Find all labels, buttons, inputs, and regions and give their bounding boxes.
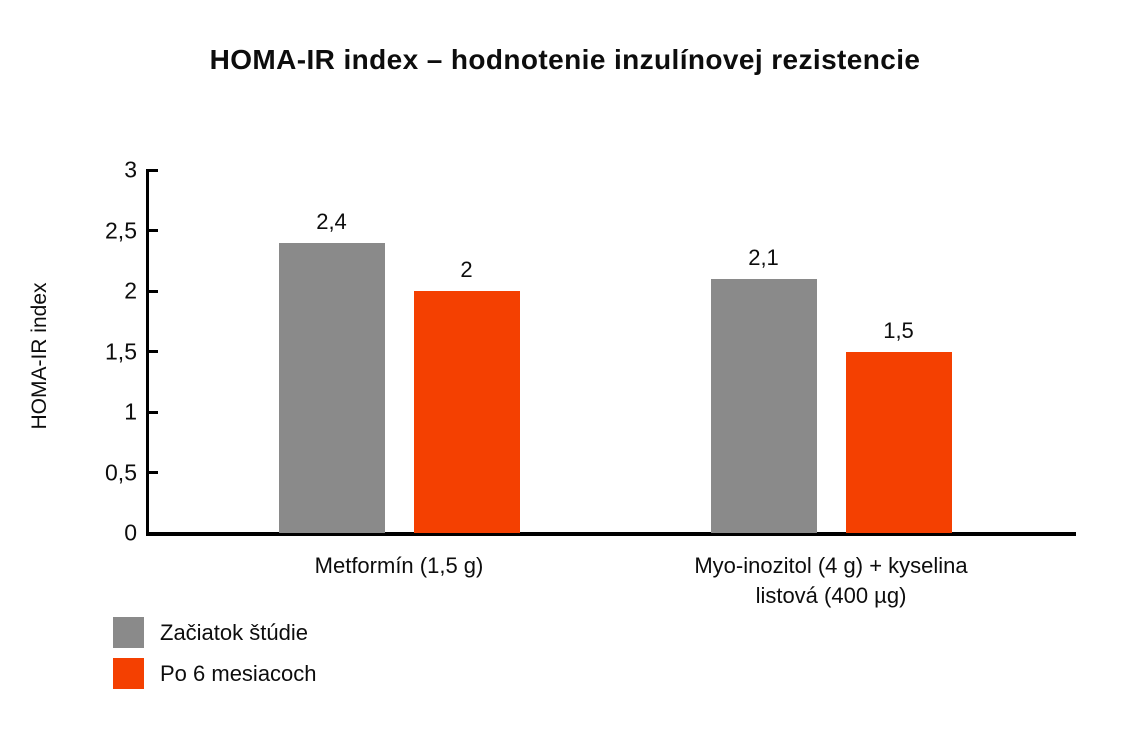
legend-label: Začiatok štúdie bbox=[160, 619, 308, 645]
y-axis-tick-label: 1,5 bbox=[105, 338, 137, 364]
bar-series0-cat1 bbox=[710, 278, 817, 533]
y-axis-tick bbox=[146, 471, 158, 474]
y-axis-tick bbox=[146, 229, 158, 232]
y-axis-tick bbox=[146, 411, 158, 414]
chart-title: HOMA-IR index – hodnotenie inzulínovej r… bbox=[209, 44, 921, 75]
legend-label: Po 6 mesiacoch bbox=[160, 660, 317, 686]
legend-swatch bbox=[113, 658, 144, 689]
bar-series0-cat0 bbox=[278, 242, 385, 533]
bar-series1-cat1 bbox=[845, 351, 952, 533]
bar-value-label: 1,5 bbox=[883, 317, 914, 343]
y-axis-title: HOMA-IR index bbox=[28, 282, 51, 430]
y-axis-tick-label: 0,5 bbox=[105, 459, 137, 485]
legend-swatch bbox=[113, 617, 144, 648]
bar-value-label: 2 bbox=[460, 257, 473, 282]
y-axis-tick bbox=[146, 169, 158, 172]
x-axis-category-label: Myo-inozitol (4 g) + kyselina listová (4… bbox=[694, 553, 968, 608]
x-axis-category-label: Metformín (1,5 g) bbox=[314, 553, 484, 578]
y-axis-tick-label: 2,5 bbox=[105, 217, 137, 243]
x-axis-line bbox=[146, 532, 1076, 536]
y-axis-tick-label: 0 bbox=[124, 519, 137, 546]
bar-value-label: 2,1 bbox=[748, 244, 779, 270]
y-axis-tick bbox=[146, 532, 158, 535]
y-axis-tick-label: 1 bbox=[124, 398, 137, 425]
y-axis-tick bbox=[146, 350, 158, 353]
y-axis-tick-label: 3 bbox=[124, 156, 137, 183]
y-axis-tick-label: 2 bbox=[124, 277, 137, 304]
bar-value-label: 2,4 bbox=[316, 208, 347, 234]
bar-series1-cat0 bbox=[413, 291, 520, 533]
y-axis-tick bbox=[146, 290, 158, 293]
